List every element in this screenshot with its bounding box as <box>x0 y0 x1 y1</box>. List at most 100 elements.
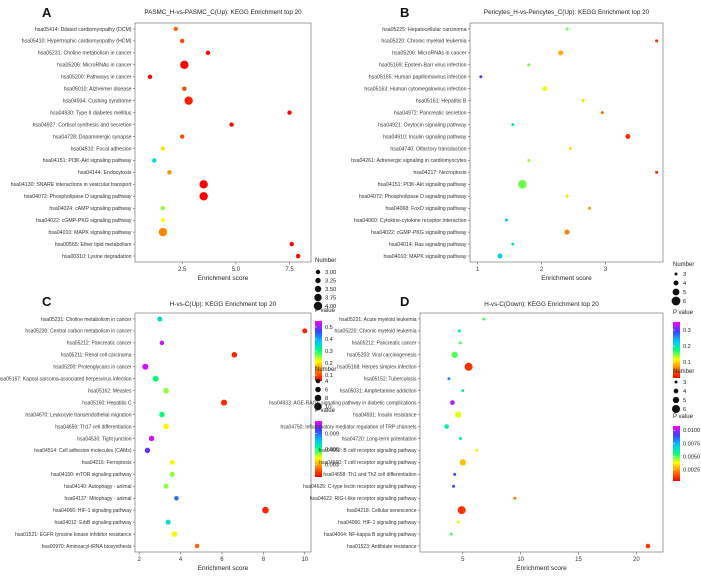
color-legend-label: 0.006 <box>325 447 339 453</box>
data-point <box>289 241 294 247</box>
data-point <box>504 218 508 222</box>
category-label: hsa04072: Phospholipase D signaling path… <box>359 194 467 200</box>
category-label: hsa00310: Lysine degradation <box>62 254 131 260</box>
data-point <box>511 242 515 246</box>
data-point <box>453 472 457 476</box>
category-label: hsa05231: Choline metabolism in cancer <box>38 51 132 57</box>
data-point <box>160 217 166 223</box>
color-legend-label: 0.0050 <box>683 454 700 460</box>
data-point <box>180 134 185 139</box>
data-point <box>459 436 462 440</box>
data-point <box>144 447 151 454</box>
data-point <box>157 316 163 322</box>
color-legend-label: 0.0075 <box>683 441 700 447</box>
size-legend-dot <box>674 380 678 384</box>
category-label: hsa04750: Inflammatory mediator regulati… <box>280 424 417 430</box>
x-tick-label: 20 <box>633 557 640 563</box>
data-point <box>160 206 166 211</box>
data-point <box>497 253 503 259</box>
size-legend-dot <box>673 388 679 394</box>
panel-b: B Pericytes_H-vs-Pericytes_C(Up): KEGG En… <box>351 5 694 378</box>
data-point <box>221 399 228 406</box>
x-axis-label: Enrichment score <box>198 275 249 282</box>
category-label: hsa05212: Pancreatic cancer <box>67 341 132 347</box>
plot-area <box>419 312 664 553</box>
panel-letter: C <box>42 294 52 309</box>
category-label: hsa04216: Ferroptosis <box>82 460 132 466</box>
data-point <box>565 194 569 198</box>
color-legend-label: 0.003 <box>325 462 339 468</box>
size-legend-dot <box>314 394 322 402</box>
data-point <box>182 86 187 91</box>
data-point <box>262 506 269 514</box>
x-tick-label: 8 <box>262 557 266 563</box>
size-legend-label: 6 <box>683 299 686 305</box>
x-tick-label: 6 <box>220 557 224 563</box>
category-label: hsa04010: MAPK signaling pathway <box>383 254 466 260</box>
category-label: hsa04072: Phospholipase D signaling path… <box>24 194 132 200</box>
category-label: hsa05225: Hepatocellular carcinoma <box>382 27 466 33</box>
category-label: hsa04012: ErbB signaling pathway <box>55 520 132 526</box>
category-label: hsa04662: B cell receptor signaling path… <box>319 448 417 454</box>
size-legend-label: 3.50 <box>325 287 336 293</box>
data-point <box>180 38 185 44</box>
category-label: hsa04930: Type II diabetes mellitus <box>50 110 132 116</box>
size-legend-dot <box>671 296 681 306</box>
size-legend-label: 3 <box>683 272 686 278</box>
data-point <box>456 520 460 524</box>
panel-c: C H-vs-C(Up): KEGG Enrichment top 20 2 4 6 8 1… <box>0 294 339 572</box>
panel-title: H-vs-C(Down): KEGG Enrichment top 20 <box>484 301 599 308</box>
panel-title: H-vs-C(Up): KEGG Enrichment top 20 <box>170 301 277 308</box>
category-label: hsa04622: RIG-I-like receptor signaling … <box>310 496 417 502</box>
color-legend-bar <box>673 426 680 481</box>
data-point <box>459 459 466 466</box>
data-point <box>163 423 169 430</box>
panel-title: PASMC_H-vs-PASMC_C(Up): KEGG Enrichment … <box>144 9 302 16</box>
panel-a: A PASMC_H-vs-PASMC_C(Up): KEGG Enrichment… <box>11 5 336 381</box>
data-point <box>542 86 548 92</box>
data-point <box>447 377 451 381</box>
data-point <box>475 448 479 452</box>
data-point <box>511 123 515 127</box>
data-point <box>169 459 175 465</box>
category-label: hsa04130: SNARE interactions in vesicula… <box>11 182 132 188</box>
category-label: hsa05206: MicroRNAs in cancer <box>392 51 467 57</box>
category-label: hsa04931: Insulin resistance <box>353 412 417 418</box>
category-label: hsa05220: Chronic myeloid leukemia <box>381 39 466 45</box>
color-legend-label: 0.4 <box>325 337 333 343</box>
x-tick-label: 15 <box>575 557 582 563</box>
category-label: hsa05200: Proteoglycans in cancer <box>53 365 131 371</box>
category-label: hsa05162: Measles <box>88 388 132 394</box>
data-point <box>142 363 149 370</box>
data-point <box>588 206 592 210</box>
data-point <box>302 328 308 334</box>
category-label: hsa04010: MAPK signaling pathway <box>48 230 131 236</box>
size-legend-label: 4.00 <box>325 304 336 310</box>
size-legend-dot <box>673 280 679 286</box>
data-point <box>152 375 159 382</box>
data-point <box>568 146 572 150</box>
size-legend-dot <box>314 285 322 293</box>
color-legend-label: 0.5 <box>325 325 333 331</box>
data-point <box>159 340 165 346</box>
data-point <box>295 253 301 259</box>
size-legend-label: 4 <box>325 379 329 385</box>
panel-letter: A <box>42 5 52 20</box>
x-tick-label: 1 <box>476 267 480 273</box>
color-legend-bar <box>315 321 322 381</box>
data-point <box>450 400 455 405</box>
category-label: hsa04060: Cytokine-cytokine receptor int… <box>354 218 467 224</box>
category-label: hsa05167: Kaposi sarcoma-associated herp… <box>0 377 132 383</box>
category-label: hsa04144: Endocytosis <box>78 170 132 176</box>
data-point <box>457 329 461 333</box>
size-legend-label: 3 <box>683 380 686 386</box>
data-point <box>625 134 631 139</box>
category-label: hsa04910: Insulin signaling pathway <box>383 134 467 140</box>
category-label: hsa04217: Necroptosis <box>413 170 466 176</box>
color-legend-label: 0.0025 <box>683 467 700 473</box>
color-legend-label: 0.1 <box>683 360 691 366</box>
category-label: hsa04927: Cortisol synthesis and secreti… <box>33 122 132 128</box>
panel-title: Pericytes_H-vs-Pericytes_C(Up): KEGG Enr… <box>484 9 650 16</box>
data-point <box>287 110 292 115</box>
